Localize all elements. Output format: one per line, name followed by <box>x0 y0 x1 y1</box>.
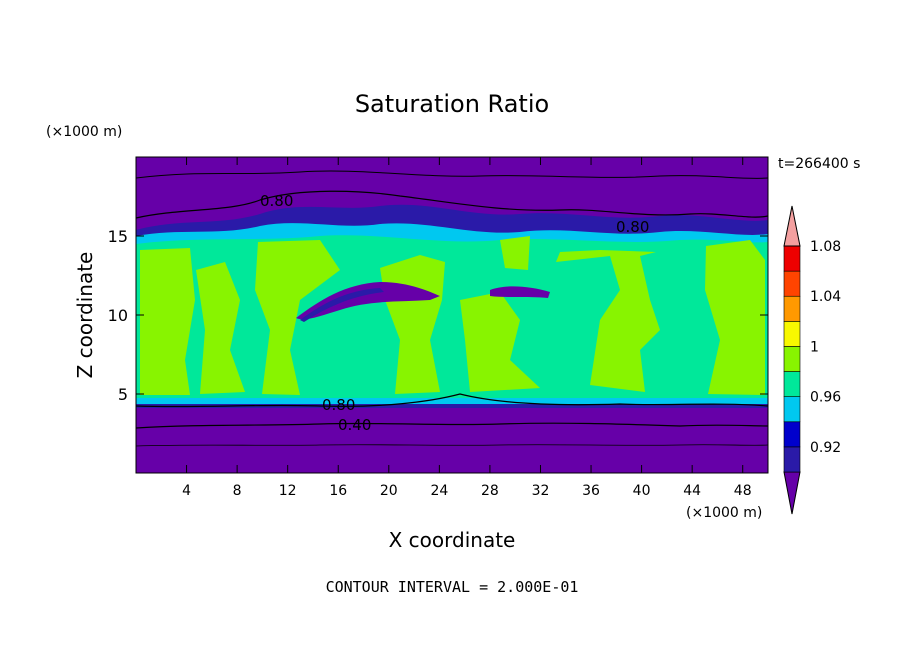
colorbar-swatch <box>783 270 801 297</box>
x-tick-label: 36 <box>582 483 600 499</box>
patch-8 <box>705 240 765 395</box>
colorbar-swatch <box>783 346 801 372</box>
lower-blue-band <box>136 404 768 408</box>
contour-lower-bottom <box>136 444 768 447</box>
contour-upper-top <box>136 170 768 179</box>
x-tick-label: 40 <box>633 483 651 499</box>
colorbar-swatch <box>783 371 801 397</box>
colorbar: 1.08 1.04 1 0.96 0.92 <box>783 205 841 515</box>
x-tick-label: 12 <box>279 483 297 499</box>
x-tick-label: 16 <box>329 483 347 499</box>
x-tick-label: 44 <box>683 483 701 499</box>
colorbar-lower-extend <box>783 471 801 515</box>
contour-label-3: 0.80 <box>322 396 355 414</box>
x-tick-label: 20 <box>380 483 398 499</box>
patch-6 <box>500 236 530 270</box>
contour-lower-040 <box>136 422 768 429</box>
plot-area: 0.80 0.80 0.80 0.40 <box>135 156 769 474</box>
dry-patch-2 <box>490 286 550 298</box>
contour-label-2: 0.80 <box>616 218 649 236</box>
y-axis-title: Z coordinate <box>73 252 97 379</box>
x-axis-ticks: 4 8 12 16 20 24 28 32 36 40 44 48 <box>182 157 752 499</box>
x-tick-label: 48 <box>734 483 752 499</box>
x-axis-title: X coordinate <box>389 528 516 552</box>
patch-1 <box>140 248 195 395</box>
x-unit-label: (×1000 m) <box>686 505 762 521</box>
y-tick-label: 10 <box>108 306 128 325</box>
colorbar-tick-label: 1 <box>810 339 819 355</box>
contour-upper-080 <box>136 190 768 219</box>
chart-title: Saturation Ratio <box>355 90 549 118</box>
y-tick-label: 15 <box>108 227 128 246</box>
y-tick-label: 5 <box>118 385 128 404</box>
colorbar-upper-extend <box>783 205 801 247</box>
colorbar-swatch <box>783 421 801 448</box>
y-axis-ticks: 5 10 15 <box>108 227 768 404</box>
y-unit-label: (×1000 m) <box>46 124 122 140</box>
x-tick-label: 4 <box>182 483 191 499</box>
patch-2 <box>196 262 245 394</box>
colorbar-swatch <box>783 245 801 272</box>
colorbar-tick-label: 0.92 <box>810 440 841 456</box>
contour-label-4: 0.40 <box>338 416 371 434</box>
colorbar-swatch <box>783 295 801 322</box>
x-tick-label: 28 <box>481 483 499 499</box>
colorbar-tick-label: 1.08 <box>810 239 841 255</box>
x-tick-label: 8 <box>233 483 242 499</box>
colorbar-swatch <box>783 446 801 473</box>
colorbar-swatch <box>783 396 801 423</box>
intrusion-edge <box>300 288 384 322</box>
patch-3 <box>255 240 340 395</box>
contour-lower-080 <box>136 393 768 408</box>
lower-cyan-band <box>136 398 768 404</box>
contour-interval-note: CONTOUR INTERVAL = 2.000E-01 <box>326 578 579 596</box>
colorbar-tick-label: 1.04 <box>810 289 841 305</box>
colorbar-swatch <box>783 321 801 347</box>
x-tick-label: 32 <box>532 483 550 499</box>
contour-label-1: 0.80 <box>260 192 293 210</box>
x-tick-label: 24 <box>430 483 448 499</box>
patch-5 <box>460 292 540 392</box>
patch-7 <box>556 250 660 392</box>
dry-intrusion <box>296 282 440 320</box>
colorbar-tick-label: 0.96 <box>810 390 841 406</box>
time-label: t=266400 s <box>778 156 860 172</box>
